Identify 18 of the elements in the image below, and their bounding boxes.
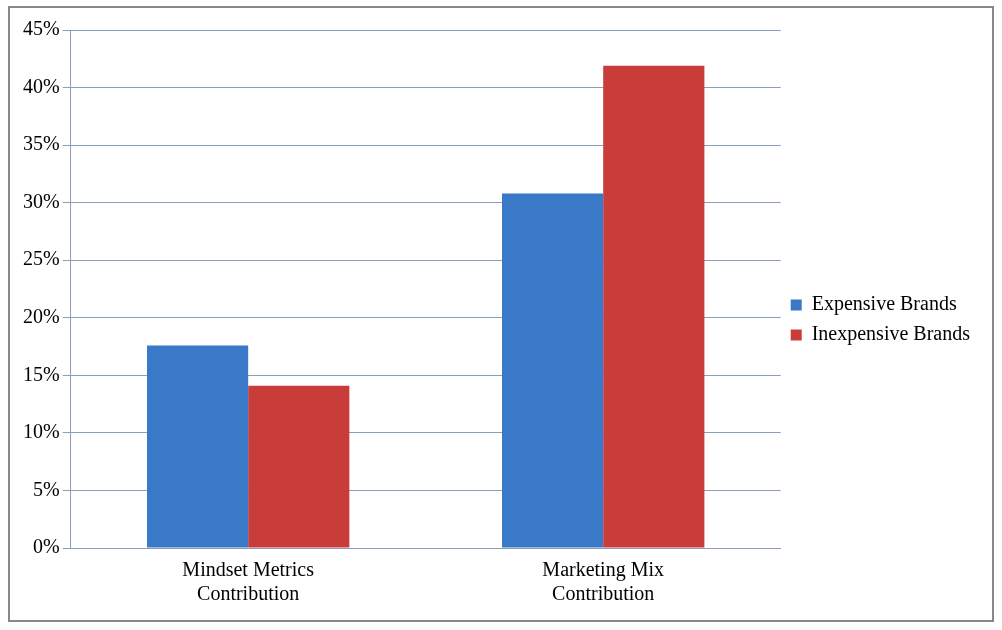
legend-label: Expensive Brands <box>811 292 957 316</box>
bar <box>603 65 705 548</box>
bar <box>146 345 249 548</box>
y-tick-label: 15% <box>22 362 60 385</box>
y-tick-label: 5% <box>32 477 60 500</box>
x-tick-label: Mindset Metrics Contribution <box>182 558 315 605</box>
y-tick-label: 20% <box>22 305 60 328</box>
legend-label: Inexpensive Brands <box>811 322 971 346</box>
x-tick-label: Marketing Mix Contribution <box>542 558 665 605</box>
y-tick-label: 40% <box>22 74 60 97</box>
y-tick-label: 0% <box>32 535 60 558</box>
y-tick-label: 35% <box>22 132 60 155</box>
bar <box>502 193 604 548</box>
bar <box>248 385 350 548</box>
y-tick-label: 45% <box>22 17 60 40</box>
y-tick-label: 10% <box>22 420 60 443</box>
y-tick-label: 25% <box>22 247 60 270</box>
y-tick-label: 30% <box>22 189 60 212</box>
